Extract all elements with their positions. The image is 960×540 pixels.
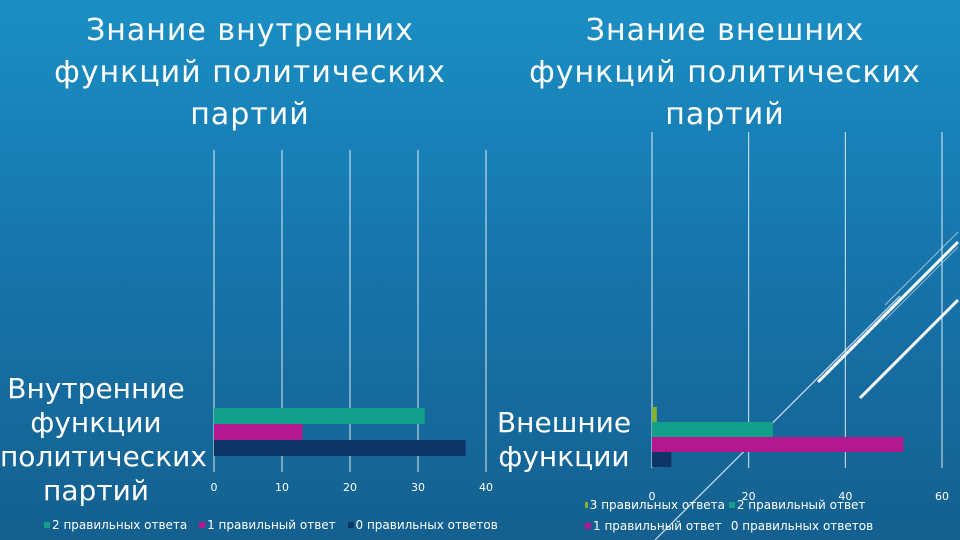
legend-label: 0 правильных ответов — [730, 519, 874, 533]
legend-internal: 2 правильных ответа 1 правильный ответ 0… — [44, 517, 506, 532]
x-tick-label: 60 — [935, 490, 949, 503]
category-label-external: Внешние функции — [496, 406, 632, 473]
x-tick-label: 40 — [838, 490, 852, 503]
legend-swatch — [199, 522, 206, 528]
x-tick-label: 0 — [649, 490, 656, 503]
legend-swatch — [347, 522, 354, 528]
bar-2-правильных-ответа — [214, 408, 425, 424]
legend-external-row-1: 3 правильных ответа 2 правильный ответ — [585, 497, 869, 512]
bar-1-правильный-ответ — [652, 437, 904, 452]
bar-1-правильный-ответ — [214, 424, 303, 440]
legend-swatch — [585, 502, 588, 508]
legend-label: 1 правильный ответ — [593, 519, 722, 533]
x-tick-label: 20 — [343, 481, 357, 494]
legend-item: 2 правильный ответ — [728, 498, 869, 512]
legend-item: 3 правильных ответа — [585, 498, 725, 512]
bar-3-правильных-ответа — [652, 407, 657, 422]
legend-swatch — [585, 523, 591, 529]
legend-external-row-2: 1 правильный ответ 0 правильных ответов — [585, 518, 873, 533]
bar-2-правильный-ответ — [652, 422, 773, 437]
bar-0-правильных-ответов — [652, 452, 672, 467]
legend-label: 2 правильных ответа — [52, 518, 188, 532]
legend-label: 3 правильных ответа — [589, 498, 725, 512]
legend-item: 0 правильных ответов — [347, 518, 498, 532]
x-tick-label: 0 — [211, 481, 218, 494]
bar-0-правильных-ответов — [214, 440, 466, 456]
x-tick-label: 10 — [275, 481, 289, 494]
chart-title-internal: Знание внутренних функций политических п… — [54, 13, 446, 132]
category-label-internal: Внутренние функции политических партий — [0, 372, 207, 507]
chart-title-external: Знание внешних функций политических парт… — [529, 13, 921, 132]
legend-label: 1 правильный ответ — [207, 518, 336, 532]
legend-swatch — [44, 522, 50, 528]
legend-swatch — [728, 502, 735, 508]
legend-item: 0 правильных ответов — [729, 519, 873, 533]
legend-item: 1 правильный ответ — [199, 518, 336, 532]
x-tick-label: 40 — [479, 481, 493, 494]
legend-item: 1 правильный ответ — [585, 519, 725, 533]
x-tick-label: 20 — [742, 490, 756, 503]
legend-item: 2 правильных ответа — [44, 518, 187, 532]
x-tick-label: 30 — [411, 481, 425, 494]
legend-label: 0 правильных ответов — [355, 518, 498, 532]
legend-label: 2 правильный ответ — [736, 498, 866, 512]
